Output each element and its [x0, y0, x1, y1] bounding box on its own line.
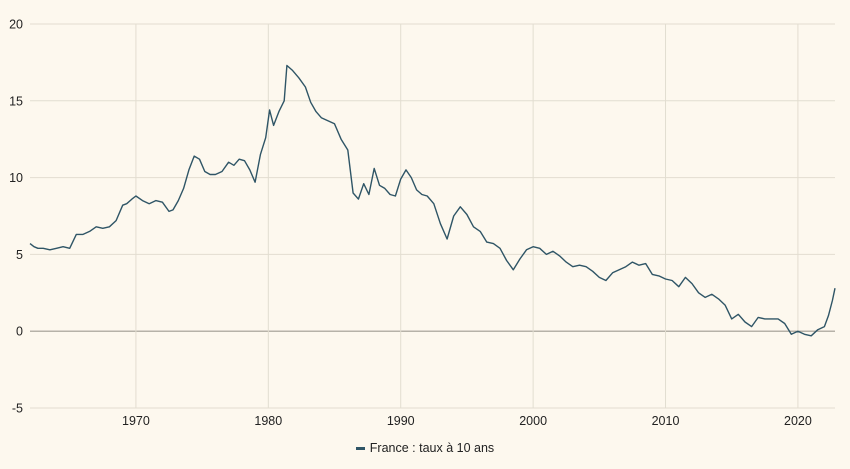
x-tick-label: 2000: [519, 414, 547, 428]
y-axis-ticks: 20 15 10 5 0 -5: [9, 18, 23, 416]
x-tick-label: 1970: [122, 414, 150, 428]
y-tick-label: 15: [9, 94, 23, 108]
legend-label: France : taux à 10 ans: [369, 441, 495, 455]
series-line-france-10y: [29, 64, 836, 337]
legend-swatch-icon: [355, 447, 365, 451]
y-tick-label: 10: [9, 171, 23, 185]
x-tick-label: 1990: [387, 414, 415, 428]
legend: France : taux à 10 ans: [0, 441, 850, 455]
line-chart: 20 15 10 5 0 -5 1970 1980 1990 2000 2010 2020: [9, 18, 836, 428]
y-tick-label: 20: [9, 18, 23, 32]
y-tick-label: -5: [12, 402, 23, 416]
y-tick-label: 5: [16, 248, 23, 262]
x-tick-label: 1980: [254, 414, 282, 428]
x-tick-label: 2010: [652, 414, 680, 428]
grid-lines: [30, 23, 835, 409]
x-axis-ticks: 1970 1980 1990 2000 2010 2020: [122, 414, 812, 428]
y-tick-label: 0: [16, 325, 23, 339]
x-tick-label: 2020: [784, 414, 812, 428]
